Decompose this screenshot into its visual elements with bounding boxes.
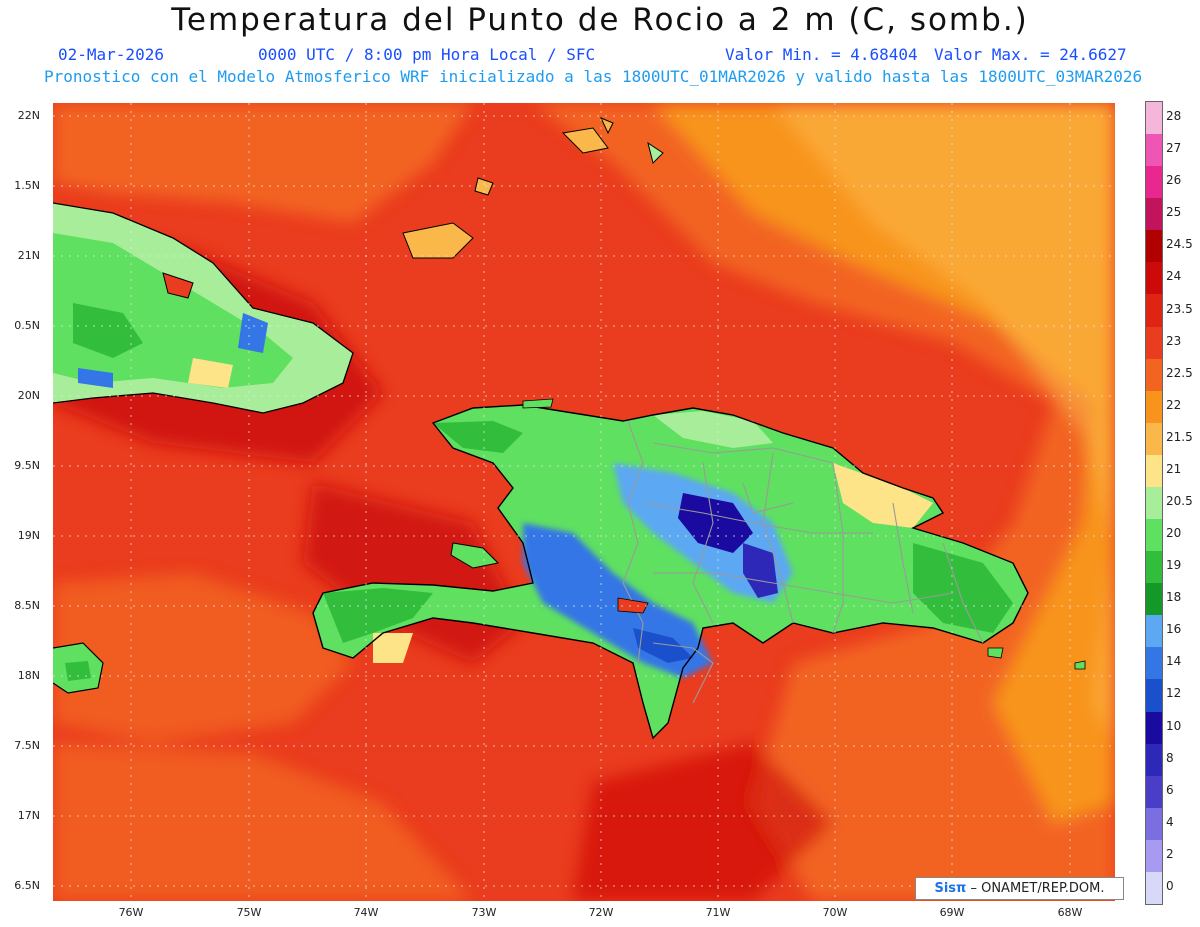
legend-swatch — [1146, 422, 1162, 456]
lon-label: 69W — [939, 906, 965, 919]
legend-label: 0 — [1166, 878, 1174, 893]
legend-label: 21 — [1166, 461, 1182, 476]
legend-swatch — [1146, 679, 1162, 713]
legend-swatch — [1146, 743, 1162, 777]
lon-label: 68W — [1057, 906, 1083, 919]
model-info: Pronostico con el Modelo Atmosferico WRF… — [44, 67, 1143, 86]
max-value: Valor Max. = 24.6627 — [934, 45, 1127, 64]
lat-label: 19N — [17, 529, 40, 542]
legend-label: 20 — [1166, 526, 1182, 541]
legend-label: 24.5 — [1166, 237, 1193, 252]
legend-swatch — [1146, 166, 1162, 199]
legend-swatch — [1146, 711, 1162, 745]
legend-swatch — [1146, 775, 1162, 809]
dewpoint-map — [53, 103, 1115, 901]
lat-label: 7.5N — [14, 739, 40, 752]
lon-label: 71W — [705, 906, 731, 919]
legend-swatch — [1146, 647, 1162, 680]
jamaica-landmass — [53, 642, 104, 694]
cuba-landmass — [53, 202, 354, 414]
province-boundaries — [622, 420, 984, 704]
legend-swatch — [1146, 807, 1162, 841]
lon-label: 75W — [236, 906, 262, 919]
legend-label: 6 — [1166, 782, 1174, 797]
legend-swatch — [1146, 615, 1162, 648]
legend-swatch — [1146, 519, 1162, 552]
legend-label: 24 — [1166, 269, 1182, 284]
legend-label: 21.5 — [1166, 429, 1193, 444]
lat-label: 22N — [17, 109, 40, 122]
legend-swatch — [1146, 230, 1162, 263]
legend-label: 28 — [1166, 109, 1182, 124]
legend-swatch — [1146, 871, 1162, 905]
legend-swatch — [1146, 294, 1162, 328]
legend-swatch — [1146, 102, 1162, 135]
map-title: Temperatura del Punto de Rocio a 2 m (C,… — [171, 2, 1029, 38]
lat-label: 21N — [17, 249, 40, 262]
lon-label: 73W — [471, 906, 497, 919]
legend-swatch — [1146, 390, 1162, 424]
legend-label: 22.5 — [1166, 365, 1193, 380]
lat-label: 8.5N — [14, 599, 40, 612]
hispaniola-landmass — [312, 398, 1086, 740]
min-value: Valor Min. = 4.68404 — [725, 45, 918, 64]
legend-label: 16 — [1166, 622, 1182, 637]
graticule — [53, 103, 1115, 901]
legend-label: 18 — [1166, 590, 1182, 605]
legend-label: 22 — [1166, 397, 1182, 412]
lat-label: 1.5N — [14, 179, 40, 192]
lat-label: 18N — [17, 669, 40, 682]
legend-swatch — [1146, 839, 1162, 873]
legend-swatch — [1146, 486, 1162, 520]
lat-label: 6.5N — [14, 879, 40, 892]
legend-label: 2 — [1166, 846, 1174, 861]
legend-label: 25 — [1166, 205, 1182, 220]
legend-label: 14 — [1166, 654, 1182, 669]
lat-label: 20N — [17, 389, 40, 402]
credit-box: Sisπ – ONAMET/REP.DOM. — [915, 877, 1124, 900]
legend-swatch — [1146, 262, 1162, 295]
lon-label: 74W — [353, 906, 379, 919]
legend-swatch — [1146, 326, 1162, 360]
legend-label: 26 — [1166, 173, 1182, 188]
legend-label: 4 — [1166, 814, 1174, 829]
map-canvas — [53, 103, 1115, 901]
lon-label: 76W — [118, 906, 144, 919]
legend-label: 23.5 — [1166, 301, 1193, 316]
time-info: 0000 UTC / 8:00 pm Hora Local / SFC — [258, 45, 596, 64]
lat-label: 17N — [17, 809, 40, 822]
legend-label: 27 — [1166, 141, 1182, 156]
legend-swatch — [1146, 454, 1162, 488]
forecast-date: 02-Mar-2026 — [58, 45, 164, 64]
color-legend — [1145, 101, 1163, 905]
lon-label: 70W — [822, 906, 848, 919]
legend-label: 23 — [1166, 333, 1182, 348]
legend-swatch — [1146, 134, 1162, 167]
legend-swatch — [1146, 198, 1162, 231]
sispi-logo: Sisπ — [934, 881, 967, 896]
legend-swatch — [1146, 583, 1162, 616]
legend-swatch — [1146, 358, 1162, 392]
bahamas-islands — [162, 117, 664, 299]
legend-label: 10 — [1166, 718, 1182, 733]
legend-label: 19 — [1166, 558, 1182, 573]
lat-label: 9.5N — [14, 459, 40, 472]
lat-label: 0.5N — [14, 319, 40, 332]
legend-label: 8 — [1166, 750, 1174, 765]
lon-label: 72W — [588, 906, 614, 919]
legend-label: 20.5 — [1166, 494, 1193, 508]
credit-org: – ONAMET/REP.DOM. — [970, 881, 1105, 896]
legend-swatch — [1146, 551, 1162, 584]
legend-label: 12 — [1166, 686, 1182, 701]
